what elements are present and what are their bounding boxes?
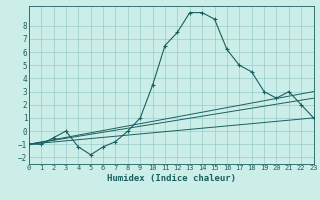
X-axis label: Humidex (Indice chaleur): Humidex (Indice chaleur) xyxy=(107,174,236,183)
